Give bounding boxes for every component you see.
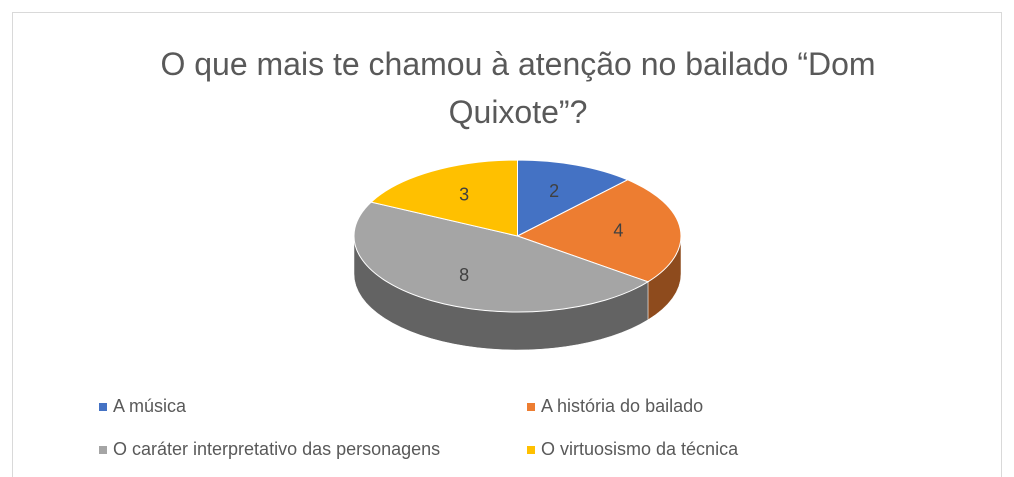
legend-marker xyxy=(527,403,535,411)
legend-label: O virtuosismo da técnica xyxy=(541,439,739,459)
data-label: 4 xyxy=(613,220,623,240)
legend-label: A história do bailado xyxy=(541,396,703,416)
chart-title: O que mais te chamou à atenção no bailad… xyxy=(160,46,876,130)
data-label: 8 xyxy=(459,265,469,285)
pie-slice xyxy=(353,201,650,313)
legend-label: O caráter interpretativo das personagens xyxy=(113,439,440,459)
chart-border xyxy=(12,12,1002,477)
legend-label: A música xyxy=(113,396,187,416)
pie-slice xyxy=(517,159,629,237)
pie-slice xyxy=(516,179,682,283)
pie-slice xyxy=(370,159,518,237)
legend-marker xyxy=(99,403,107,411)
data-label: 2 xyxy=(549,181,559,201)
legend-marker xyxy=(99,446,107,454)
legend-marker xyxy=(527,446,535,454)
data-label: 3 xyxy=(459,185,469,205)
